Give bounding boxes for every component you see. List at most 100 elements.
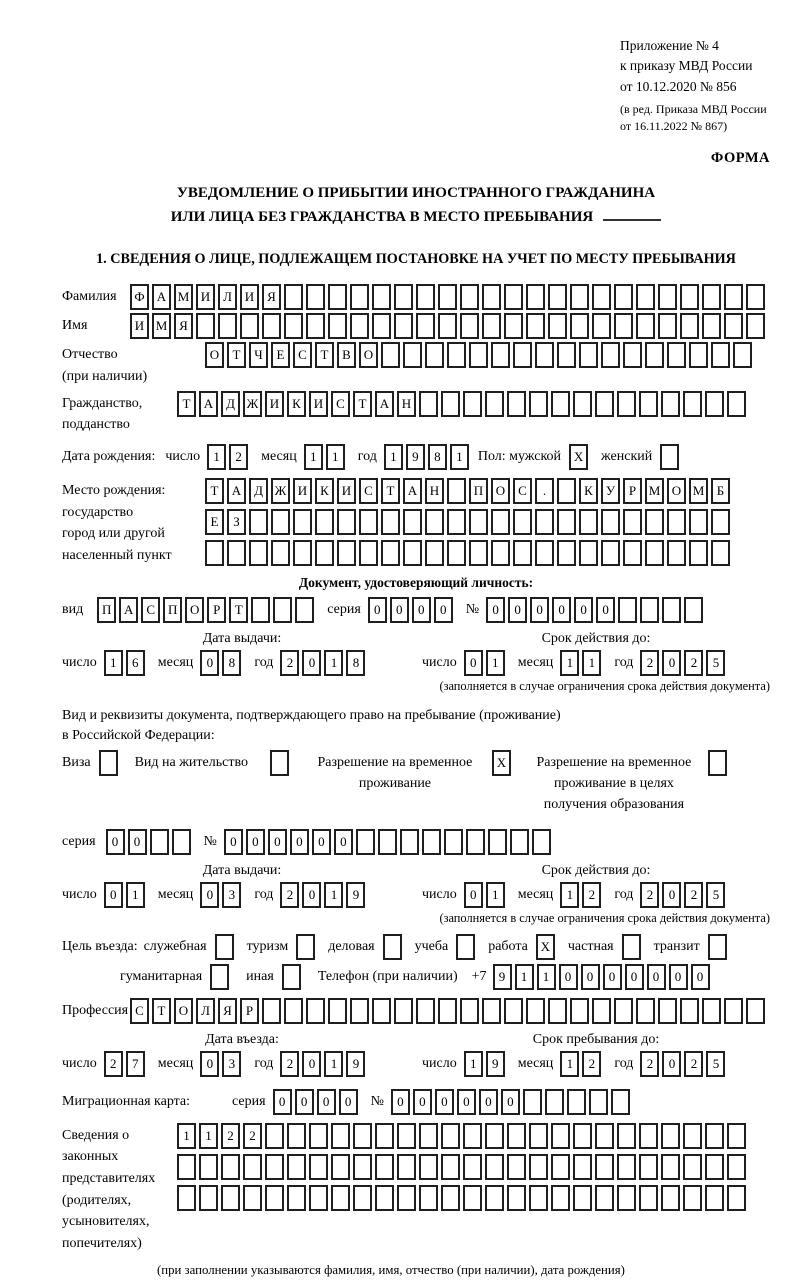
- form-cell[interactable]: С: [331, 390, 350, 417]
- form-cell[interactable]: [425, 342, 444, 369]
- form-cell[interactable]: 2: [640, 649, 660, 676]
- form-cell[interactable]: [177, 1153, 196, 1180]
- form-cell[interactable]: [377, 828, 397, 855]
- form-cell[interactable]: 1: [207, 444, 227, 471]
- form-cell[interactable]: Т: [205, 478, 224, 505]
- form-cell[interactable]: [617, 1122, 636, 1149]
- form-cell[interactable]: [227, 540, 246, 567]
- form-cell[interactable]: 0: [389, 596, 409, 623]
- form-cell[interactable]: И: [309, 390, 328, 417]
- form-cell[interactable]: 2: [640, 881, 660, 908]
- form-cell[interactable]: Т: [381, 478, 400, 505]
- form-cell[interactable]: [661, 390, 680, 417]
- form-cell[interactable]: [240, 313, 259, 340]
- form-cell[interactable]: С: [130, 997, 149, 1024]
- form-cell[interactable]: [711, 509, 730, 536]
- form-cell[interactable]: [601, 509, 620, 536]
- form-cell[interactable]: [529, 1122, 548, 1149]
- form-cell[interactable]: [645, 342, 664, 369]
- form-cell[interactable]: [98, 749, 118, 776]
- form-cell[interactable]: [315, 509, 334, 536]
- form-cell[interactable]: [617, 1184, 636, 1211]
- form-cell[interactable]: [262, 313, 281, 340]
- form-cell[interactable]: М: [689, 478, 708, 505]
- form-cell[interactable]: 0: [200, 881, 220, 908]
- form-cell[interactable]: 2: [640, 1050, 660, 1077]
- form-cell[interactable]: Н: [397, 390, 416, 417]
- form-cell[interactable]: 0: [333, 828, 353, 855]
- form-cell[interactable]: [513, 342, 532, 369]
- form-cell[interactable]: 5: [706, 881, 726, 908]
- form-cell[interactable]: К: [287, 390, 306, 417]
- form-cell[interactable]: Л: [218, 284, 237, 311]
- form-cell[interactable]: [221, 1153, 240, 1180]
- form-cell[interactable]: [491, 540, 510, 567]
- form-cell[interactable]: 0: [338, 1088, 358, 1115]
- form-cell[interactable]: 3: [222, 881, 242, 908]
- form-cell[interactable]: [570, 997, 589, 1024]
- form-cell[interactable]: 2: [243, 1122, 262, 1149]
- form-cell[interactable]: [504, 997, 523, 1024]
- form-cell[interactable]: 9: [346, 1050, 366, 1077]
- form-cell[interactable]: [251, 596, 271, 623]
- form-cell[interactable]: 1: [125, 881, 145, 908]
- form-cell[interactable]: [702, 997, 721, 1024]
- form-cell[interactable]: [243, 1184, 262, 1211]
- form-cell[interactable]: [595, 1122, 614, 1149]
- form-cell[interactable]: [623, 540, 642, 567]
- form-cell[interactable]: 1: [324, 881, 344, 908]
- form-cell[interactable]: [463, 1184, 482, 1211]
- form-cell[interactable]: [573, 1153, 592, 1180]
- form-cell[interactable]: 0: [624, 963, 644, 990]
- form-cell[interactable]: 0: [530, 596, 550, 623]
- form-cell[interactable]: [284, 997, 303, 1024]
- form-cell[interactable]: [683, 390, 702, 417]
- form-cell[interactable]: 1: [536, 963, 556, 990]
- form-cell[interactable]: [441, 1122, 460, 1149]
- form-cell[interactable]: [425, 509, 444, 536]
- form-cell[interactable]: [529, 390, 548, 417]
- form-cell[interactable]: [328, 284, 347, 311]
- form-cell[interactable]: [707, 933, 727, 960]
- form-cell[interactable]: [331, 1153, 350, 1180]
- form-cell[interactable]: [438, 997, 457, 1024]
- form-cell[interactable]: [662, 596, 682, 623]
- form-cell[interactable]: [507, 1122, 526, 1149]
- form-cell[interactable]: [485, 1153, 504, 1180]
- form-cell[interactable]: [746, 313, 765, 340]
- form-cell[interactable]: [579, 540, 598, 567]
- form-cell[interactable]: [705, 390, 724, 417]
- form-cell[interactable]: [355, 828, 375, 855]
- form-cell[interactable]: Д: [249, 478, 268, 505]
- form-cell[interactable]: [661, 1153, 680, 1180]
- form-cell[interactable]: [507, 1184, 526, 1211]
- form-cell[interactable]: [214, 933, 234, 960]
- form-cell[interactable]: Я: [218, 997, 237, 1024]
- form-cell[interactable]: [397, 1184, 416, 1211]
- form-cell[interactable]: [639, 1122, 658, 1149]
- form-cell[interactable]: [667, 540, 686, 567]
- form-cell[interactable]: 9: [405, 444, 425, 471]
- form-cell[interactable]: [689, 540, 708, 567]
- form-cell[interactable]: 0: [508, 596, 528, 623]
- form-cell[interactable]: П: [469, 478, 488, 505]
- form-cell[interactable]: 0: [580, 963, 600, 990]
- form-cell[interactable]: [269, 749, 289, 776]
- form-cell[interactable]: [601, 342, 620, 369]
- form-cell[interactable]: [614, 284, 633, 311]
- form-cell[interactable]: 0: [105, 828, 125, 855]
- form-cell[interactable]: [350, 284, 369, 311]
- form-cell[interactable]: М: [174, 284, 193, 311]
- form-cell[interactable]: [419, 390, 438, 417]
- form-cell[interactable]: [243, 1153, 262, 1180]
- form-cell[interactable]: 0: [245, 828, 265, 855]
- form-cell[interactable]: [623, 342, 642, 369]
- form-cell[interactable]: 0: [662, 1050, 682, 1077]
- form-cell[interactable]: А: [199, 390, 218, 417]
- form-cell[interactable]: [205, 540, 224, 567]
- form-cell[interactable]: 0: [602, 963, 622, 990]
- form-cell[interactable]: [199, 1184, 218, 1211]
- form-cell[interactable]: 7: [125, 1050, 145, 1077]
- form-cell[interactable]: [309, 1184, 328, 1211]
- form-cell[interactable]: [249, 540, 268, 567]
